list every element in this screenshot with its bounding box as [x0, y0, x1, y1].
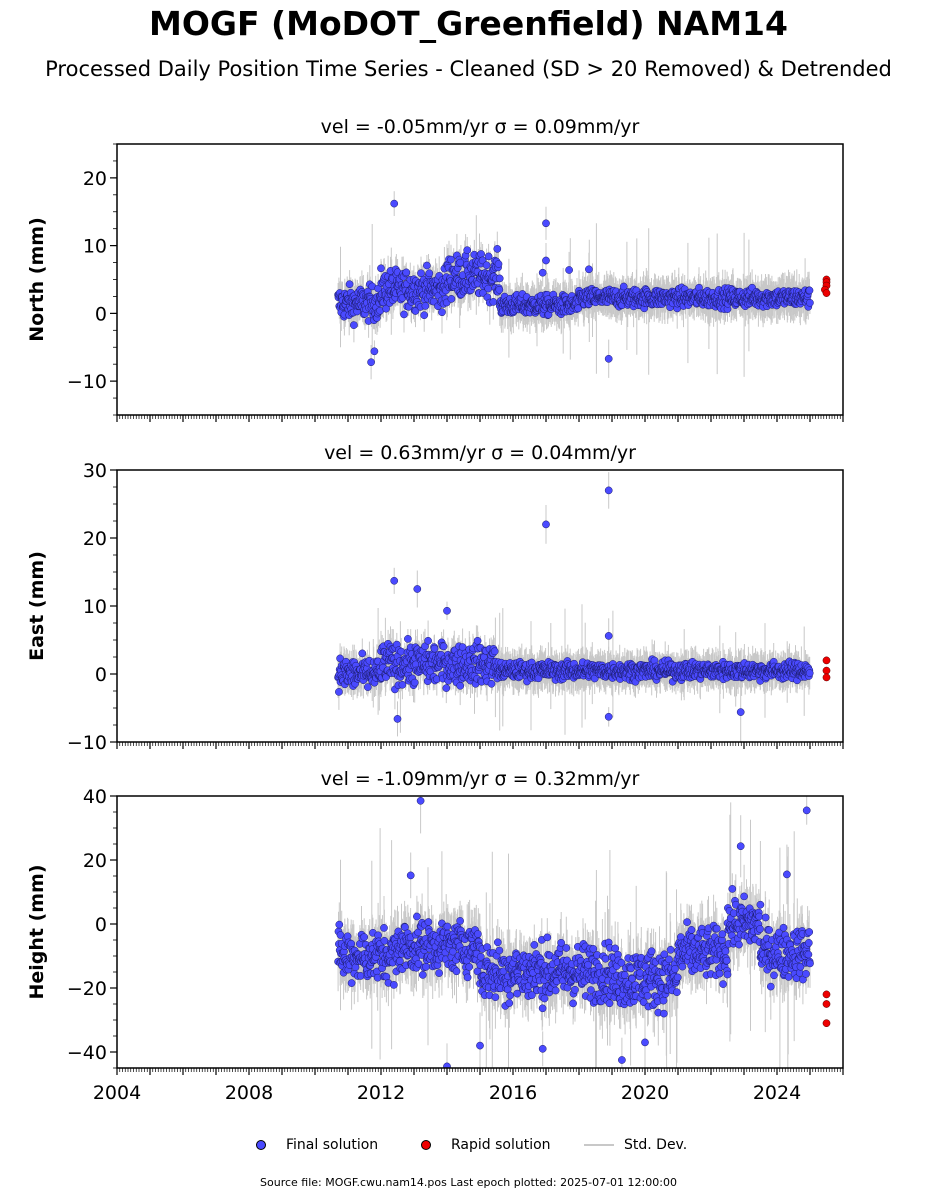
final-point	[335, 688, 343, 696]
final-point	[363, 683, 372, 691]
final-point	[374, 284, 382, 293]
final-point	[370, 347, 379, 356]
final-point	[420, 311, 429, 320]
final-point	[447, 255, 455, 264]
final-point	[411, 307, 420, 315]
y-tick-label: 20	[83, 168, 107, 190]
final-point	[421, 302, 430, 310]
final-point	[404, 635, 412, 643]
main-title: MOGF (MoDOT_Greenfield) NAM14	[149, 4, 788, 43]
final-point	[806, 298, 814, 307]
final-point	[542, 256, 550, 265]
final-point	[336, 654, 344, 663]
final-points-east	[334, 486, 814, 723]
final-point	[410, 678, 419, 687]
final-point	[494, 260, 503, 268]
final-point	[442, 684, 451, 692]
final-point	[447, 295, 456, 303]
final-point	[604, 354, 613, 363]
final-point	[482, 261, 491, 270]
final-point	[402, 268, 411, 277]
final-point	[484, 252, 493, 261]
final-point	[439, 642, 448, 651]
final-point	[424, 636, 432, 645]
final-point	[425, 269, 434, 278]
final-point	[473, 636, 482, 645]
final-point	[456, 681, 465, 690]
final-point	[463, 246, 472, 255]
y-tick-label: 0	[95, 303, 107, 325]
final-point	[477, 250, 485, 258]
final-point	[398, 680, 407, 689]
final-point	[619, 282, 628, 291]
rapid-point	[822, 289, 831, 297]
final-point	[585, 265, 593, 274]
y-tick-label: −10	[67, 371, 107, 393]
std-dev-bars-east	[337, 472, 811, 742]
plot-area-north	[334, 191, 831, 380]
final-point	[489, 298, 498, 306]
final-point	[495, 274, 504, 283]
final-point	[358, 649, 367, 658]
final-point	[430, 644, 439, 653]
panel-title: vel = -0.05mm/yr σ = 0.09mm/yr	[321, 116, 640, 138]
final-point	[490, 647, 499, 656]
final-point	[456, 258, 465, 267]
final-points-north	[334, 199, 814, 367]
final-point	[377, 264, 385, 273]
final-point	[417, 269, 425, 278]
final-point	[565, 266, 573, 274]
final-point	[538, 268, 547, 277]
panel-north: −10 0 10 20 vel = -0.05mm/yr σ = 0.09mm/yr No…	[26, 116, 844, 422]
final-point	[350, 321, 358, 329]
y-tick-label: 10	[83, 236, 107, 258]
y-axis-label: North (mm)	[26, 217, 48, 342]
final-point	[438, 308, 446, 317]
final-point	[542, 219, 550, 228]
final-point	[493, 245, 502, 253]
final-point	[495, 285, 504, 294]
final-point	[487, 679, 496, 688]
final-point	[805, 286, 814, 295]
chart-subtitle: Processed Daily Position Time Series - C…	[45, 57, 892, 81]
final-point	[367, 358, 375, 367]
final-point	[484, 284, 493, 293]
final-point	[382, 304, 390, 313]
final-point	[400, 310, 408, 319]
plot-area-east	[334, 472, 831, 742]
final-point	[345, 280, 354, 289]
final-point	[423, 261, 431, 270]
final-point	[390, 199, 399, 208]
